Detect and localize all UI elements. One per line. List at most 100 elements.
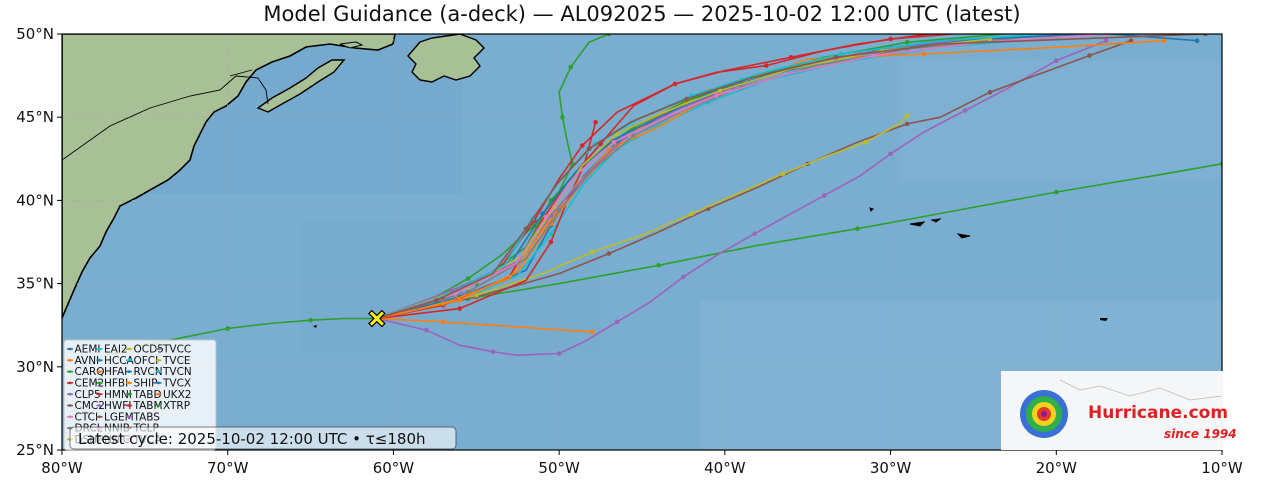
interior-borders: [62, 69, 269, 161]
legend-swatch-dot: [68, 358, 72, 362]
model-track-point: [904, 121, 910, 127]
legend-label: OCD5: [134, 344, 164, 356]
legend-swatch-dot: [157, 370, 160, 373]
legend-swatch-dot: [98, 404, 101, 407]
legend-swatch-dot: [98, 392, 101, 396]
legend-swatch-dot: [68, 381, 72, 385]
legend-entry: TABD: [126, 389, 162, 401]
legend-label: HFAI: [104, 366, 127, 378]
model-track-point: [424, 327, 429, 333]
model-track-point: [548, 239, 554, 245]
legend-label: HWFI: [104, 400, 131, 412]
legend-swatch-dot: [68, 404, 72, 407]
x-tick-label: 60°W: [373, 459, 415, 477]
legend-swatch-dot: [157, 404, 160, 407]
map-frame: [61, 33, 1223, 451]
legend-label: UKX2: [163, 389, 191, 401]
model-track-point: [681, 274, 686, 280]
model-track-point: [833, 55, 839, 60]
model-track-point: [586, 146, 592, 152]
madeira-island: [1100, 318, 1108, 321]
legend-entry: EAI2: [96, 344, 128, 356]
model-track-point: [752, 231, 757, 236]
legend-entry: HWFI: [96, 400, 131, 412]
storm-position-marker: [368, 309, 386, 328]
hurricane-com-logo: Hurricane.com since 1994: [1001, 371, 1237, 450]
legend-swatch-dot: [68, 370, 72, 373]
legend-swatch-dot: [68, 392, 72, 396]
model-track-point: [1103, 38, 1109, 43]
model-track-point: [440, 301, 446, 306]
legend-swatch-dot: [157, 392, 160, 396]
legend-swatch-dot: [98, 347, 101, 351]
x-tick-label: 30°W: [870, 459, 912, 477]
logo-tagline: since 1994: [1164, 427, 1237, 441]
x-tick-label: 70°W: [207, 459, 249, 477]
model-track-line: [376, 34, 1206, 320]
model-track-line: [376, 114, 908, 320]
legend-label: OFCI: [134, 355, 159, 367]
model-track-point: [838, 51, 844, 57]
model-track-point: [888, 151, 893, 157]
legend-swatch-dot: [157, 358, 160, 362]
model-track-point: [780, 171, 786, 177]
legend-entry: TVCX: [155, 378, 191, 390]
legend-swatch-dot: [127, 347, 131, 351]
legend-label: TABM: [133, 400, 163, 412]
model-track-point: [1161, 38, 1167, 43]
legend-label: CMC2: [75, 400, 105, 412]
legend-label: TABD: [133, 389, 162, 401]
legend-label: TVCE: [162, 355, 191, 367]
legend-label: HFBI: [104, 378, 128, 390]
legend-entry: HMNI: [96, 389, 132, 401]
model-track-point: [855, 226, 860, 231]
model-track-point: [590, 249, 595, 255]
y-tick-label: 45°N: [16, 108, 54, 126]
model-track-point: [606, 251, 612, 256]
legend-entry: CEM2: [67, 378, 104, 390]
legend-entry: SHIP: [126, 378, 158, 390]
legend-swatch-dot: [127, 404, 131, 407]
model-track-point: [822, 193, 827, 198]
model-track-point: [590, 329, 595, 335]
legend-entry: TABS: [126, 411, 160, 423]
model-track-point: [871, 53, 877, 58]
model-track-point: [308, 317, 313, 323]
model-track-line: [376, 39, 1165, 320]
model-track-point: [457, 297, 463, 303]
model-track-point: [434, 297, 439, 303]
model-track-point: [714, 93, 719, 98]
legend-swatch-dot: [157, 347, 160, 351]
model-track-point: [593, 119, 598, 125]
model-track-point: [863, 139, 868, 145]
axis-ticks: 80°W 70°W 60°W 50°W 40°W 30°W 20°W 10°W 50°N 45°N…: [16, 25, 1243, 477]
legend-entry: TVCN: [155, 366, 192, 378]
model-track-point: [543, 214, 549, 220]
model-track-point: [540, 211, 545, 216]
legend-swatch-dot: [98, 381, 101, 385]
legend-label: TVCX: [162, 378, 191, 390]
cycle-footer-text: Latest cycle: 2025-10-02 12:00 UTC • τ≤1…: [78, 430, 426, 448]
y-tick-label: 25°N: [16, 441, 54, 459]
legend-entry: UKX2: [155, 389, 191, 401]
legend-label: HMNI: [104, 389, 132, 401]
model-track-point: [556, 208, 562, 213]
model-track-point: [580, 143, 585, 148]
model-track-point: [490, 349, 496, 355]
x-tick-label: 80°W: [41, 459, 83, 477]
model-track-line: [94, 34, 610, 360]
north-america-land: [62, 34, 396, 319]
x-tick-label: 20°W: [1036, 459, 1078, 477]
model-track-point: [614, 319, 620, 325]
model-track-point: [440, 319, 446, 325]
model-track-point: [656, 263, 661, 268]
bermuda-island: [313, 325, 317, 328]
legend-swatch-dot: [127, 415, 131, 419]
y-tick-label: 30°N: [16, 358, 54, 376]
legend-entry: CMC2: [67, 400, 105, 412]
y-tick-label: 40°N: [16, 191, 54, 209]
model-track-point: [568, 65, 573, 70]
model-track-point: [523, 226, 529, 231]
legend-entry: CTCI: [67, 411, 98, 423]
